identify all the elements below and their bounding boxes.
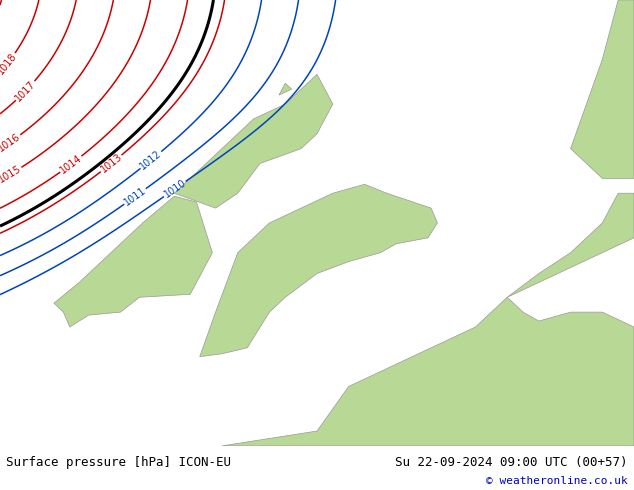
Polygon shape	[222, 297, 634, 446]
Text: 1018: 1018	[0, 51, 18, 76]
Text: Su 22-09-2024 09:00 UTC (00+57): Su 22-09-2024 09:00 UTC (00+57)	[395, 456, 628, 469]
Text: 1017: 1017	[13, 78, 37, 103]
Polygon shape	[174, 74, 333, 208]
Text: 1010: 1010	[162, 178, 188, 200]
Text: 1014: 1014	[58, 153, 84, 175]
Text: Surface pressure [hPa] ICON-EU: Surface pressure [hPa] ICON-EU	[6, 456, 231, 469]
Text: © weatheronline.co.uk: © weatheronline.co.uk	[486, 476, 628, 487]
Polygon shape	[571, 0, 634, 178]
Text: 1011: 1011	[122, 185, 148, 208]
Text: 1016: 1016	[0, 131, 22, 154]
Text: 1015: 1015	[0, 164, 23, 185]
Text: 1012: 1012	[138, 148, 164, 172]
Polygon shape	[507, 193, 634, 297]
Polygon shape	[200, 184, 437, 357]
Polygon shape	[279, 83, 292, 95]
Polygon shape	[54, 196, 212, 327]
Text: 1013: 1013	[98, 152, 124, 175]
